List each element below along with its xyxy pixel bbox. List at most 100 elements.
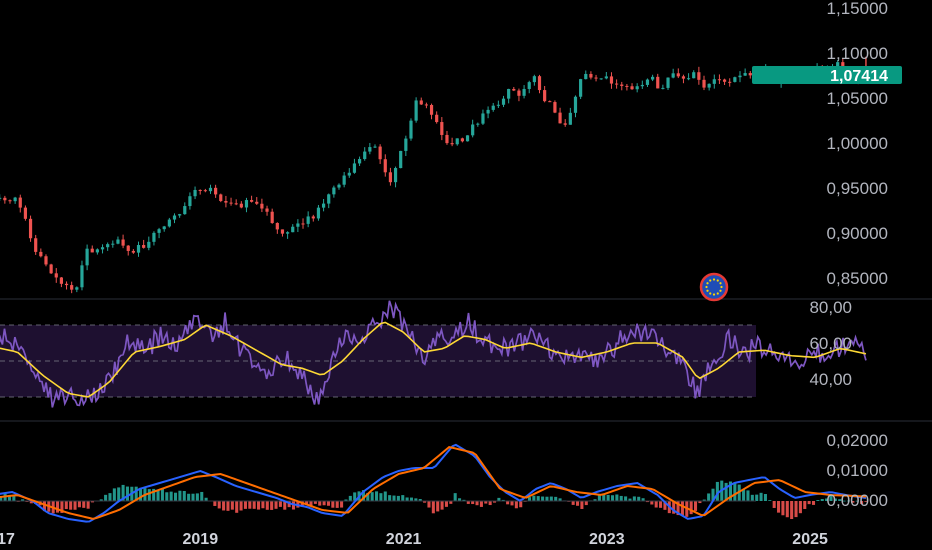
last-price-label-text: 1,07414 [830, 68, 888, 85]
macd-histogram-bar [846, 500, 850, 502]
macd-histogram-bar [628, 498, 632, 501]
price-tick-label: 1,10000 [827, 44, 888, 63]
eu-flag-star [709, 292, 712, 295]
price-tick-label: 0,95000 [827, 179, 888, 198]
macd-histogram-bar [29, 501, 33, 504]
eu-flag-star [709, 279, 712, 282]
candle-body [337, 184, 341, 188]
macd-histogram-bar [702, 499, 706, 501]
macd-histogram-bar [549, 496, 553, 501]
candle-body [429, 105, 434, 115]
candle-body [44, 256, 48, 265]
candle-body [54, 273, 58, 278]
macd-histogram-bar [309, 501, 313, 507]
macd-histogram-bar [226, 501, 230, 511]
macd-histogram-bar [0, 496, 3, 501]
macd-histogram-bar [711, 488, 715, 501]
macd-histogram-bar [69, 501, 73, 510]
candle-body [666, 77, 670, 88]
macd-histogram-bar [541, 496, 545, 501]
macd-histogram-bar [56, 501, 60, 513]
candle-body [59, 277, 63, 284]
candle-body [589, 73, 593, 78]
macd-histogram-bar [12, 495, 16, 501]
candle-body [136, 245, 141, 253]
candle-body [203, 190, 207, 192]
candle-body [260, 203, 264, 209]
candle-body [70, 285, 74, 290]
macd-histogram-bar [270, 501, 274, 510]
macd-tick-label: 0,01000 [827, 461, 888, 480]
macd-histogram-bar [3, 494, 7, 501]
macd-histogram-bar [64, 501, 68, 510]
candle-body [656, 76, 660, 89]
macd-histogram-bar [785, 501, 789, 518]
candle-body [399, 150, 403, 169]
eu-flag-icon[interactable] [699, 272, 729, 302]
candle-body [686, 78, 691, 80]
candle-body [419, 100, 423, 105]
macd-histogram-bar [195, 493, 199, 501]
eu-flag-star [712, 278, 716, 281]
price-tick-label: 1,15000 [827, 0, 888, 18]
macd-histogram-bar [829, 494, 833, 501]
candle-body [378, 146, 382, 160]
rsi-axis: 80,00 60,00 40,00 [809, 298, 852, 389]
price-tick-label: 0,90000 [827, 224, 888, 243]
candle-body [620, 84, 624, 86]
macd-histogram-bar [112, 488, 116, 501]
macd-histogram-bar [545, 496, 549, 501]
candle-body [13, 197, 17, 202]
candle-body [178, 214, 182, 216]
candle-body [193, 189, 197, 197]
candle-body [722, 79, 727, 82]
macd-histogram-bar [257, 501, 261, 510]
candle-body [64, 283, 69, 286]
rsi-tick-label: 80,00 [809, 298, 852, 317]
candle-body [49, 264, 53, 274]
macd-histogram-bar [388, 495, 392, 501]
price-axis: 1,15000 1,10000 1,05000 1,00000 0,95000 … [827, 0, 888, 288]
candle-body [250, 200, 254, 202]
macd-histogram-bar [838, 499, 842, 501]
macd-histogram-bar [676, 501, 680, 516]
candle-body [615, 83, 619, 85]
candle-body [291, 226, 295, 233]
price-tick-label: 0,85000 [827, 269, 888, 288]
macd-histogram-bar [527, 497, 532, 501]
candle-body [208, 187, 213, 192]
macd-histogram-bar [156, 489, 160, 501]
candle-body [162, 226, 166, 230]
last-price-label[interactable]: 1,07414 [752, 66, 902, 85]
candle-body [543, 90, 547, 102]
candle-body [214, 187, 218, 195]
candle-body [275, 222, 279, 230]
macd-histogram-bar [252, 501, 256, 509]
candle-body [471, 124, 475, 136]
macd-histogram-bar [488, 501, 492, 506]
macd-histogram-bar [694, 501, 698, 511]
macd-histogram-bar [7, 496, 12, 501]
macd-histogram-bar [117, 487, 121, 501]
candle-body [234, 203, 238, 205]
eu-flag-star [706, 282, 709, 285]
macd-histogram-bar [182, 490, 186, 501]
macd-histogram-bar [235, 501, 239, 513]
macd-histogram-bar [217, 501, 221, 509]
macd-histogram-bar [243, 501, 247, 509]
macd-histogram-bar [519, 501, 523, 508]
macd-histogram-bar [462, 499, 466, 501]
macd-histogram-bar [825, 498, 829, 501]
macd-histogram-bar [230, 501, 234, 510]
candle-body [414, 100, 418, 121]
rsi-pane [0, 300, 867, 408]
macd-histogram-bar [383, 491, 387, 501]
eu-flag-star [720, 285, 723, 289]
candle-body [558, 112, 562, 124]
eu-flag-star [706, 289, 709, 292]
macd-histogram-bar [125, 486, 129, 501]
candle-body [712, 79, 716, 84]
candle-body [311, 216, 315, 219]
candle-body [321, 203, 326, 208]
